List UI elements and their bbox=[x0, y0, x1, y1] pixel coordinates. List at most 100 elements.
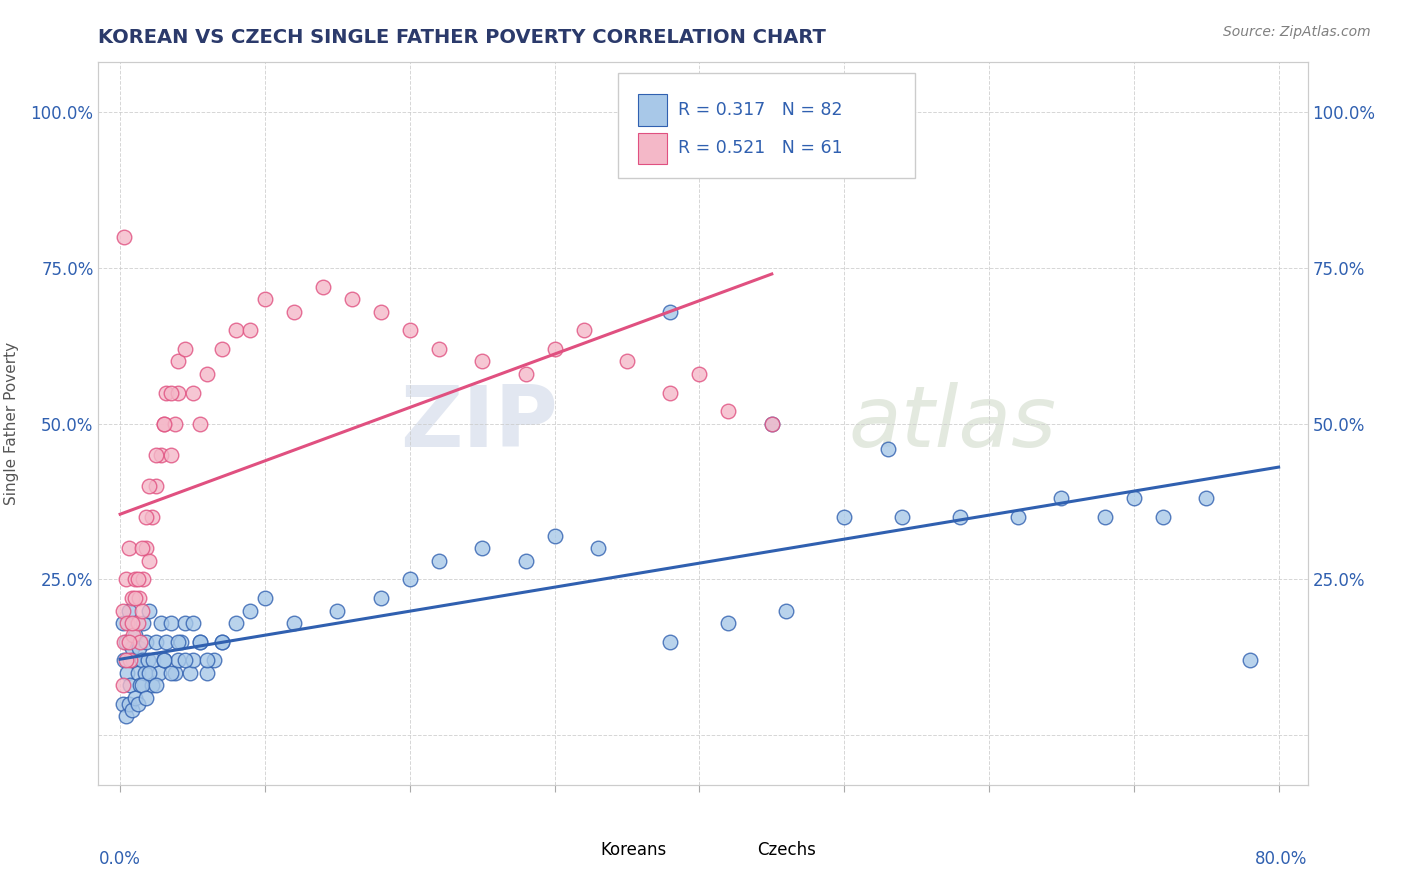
Point bbox=[112, 678, 135, 692]
Point bbox=[283, 304, 305, 318]
Point bbox=[145, 448, 167, 462]
Point bbox=[114, 653, 136, 667]
Point bbox=[121, 615, 143, 630]
Point bbox=[543, 342, 565, 356]
Point bbox=[1152, 510, 1174, 524]
Point bbox=[152, 653, 174, 667]
Point bbox=[136, 653, 159, 667]
Point bbox=[179, 665, 201, 680]
Point bbox=[167, 634, 190, 648]
Point bbox=[159, 615, 181, 630]
Point bbox=[155, 385, 177, 400]
Point bbox=[121, 591, 143, 606]
Point bbox=[132, 615, 155, 630]
Point bbox=[135, 541, 157, 556]
Point bbox=[132, 573, 155, 587]
Point bbox=[115, 709, 138, 723]
Point bbox=[112, 697, 135, 711]
Point bbox=[120, 678, 142, 692]
Point bbox=[128, 640, 150, 655]
Point bbox=[188, 417, 211, 431]
Point bbox=[471, 354, 494, 368]
Point bbox=[159, 448, 181, 462]
Point bbox=[131, 653, 153, 667]
Point bbox=[195, 665, 218, 680]
Point bbox=[167, 653, 190, 667]
Point bbox=[1239, 653, 1261, 667]
Point bbox=[471, 541, 494, 556]
Point bbox=[148, 665, 170, 680]
Point bbox=[135, 634, 157, 648]
Point bbox=[174, 342, 197, 356]
Point bbox=[128, 591, 150, 606]
Point bbox=[283, 615, 305, 630]
Point bbox=[112, 615, 135, 630]
Text: ZIP: ZIP bbox=[401, 382, 558, 466]
Point bbox=[145, 479, 167, 493]
Text: 0.0%: 0.0% bbox=[98, 850, 141, 868]
Point bbox=[142, 653, 165, 667]
Point bbox=[149, 448, 172, 462]
Point bbox=[761, 417, 783, 431]
Text: Source: ZipAtlas.com: Source: ZipAtlas.com bbox=[1223, 25, 1371, 39]
Point bbox=[659, 304, 682, 318]
Point bbox=[761, 417, 783, 431]
Point bbox=[1195, 491, 1218, 506]
Point bbox=[117, 615, 139, 630]
Point bbox=[121, 703, 143, 717]
Point bbox=[775, 603, 797, 617]
Point bbox=[717, 615, 740, 630]
Point bbox=[717, 404, 740, 418]
Point bbox=[124, 591, 146, 606]
Point bbox=[239, 603, 262, 617]
Point bbox=[127, 665, 149, 680]
Point bbox=[253, 292, 276, 306]
Text: 80.0%: 80.0% bbox=[1256, 850, 1308, 868]
Point bbox=[135, 690, 157, 705]
Point bbox=[659, 385, 682, 400]
FancyBboxPatch shape bbox=[720, 834, 749, 866]
Point bbox=[340, 292, 363, 306]
Point bbox=[312, 279, 335, 293]
Point bbox=[427, 554, 450, 568]
Text: R = 0.317   N = 82: R = 0.317 N = 82 bbox=[678, 101, 842, 120]
Point bbox=[832, 510, 855, 524]
Point bbox=[112, 603, 135, 617]
Point bbox=[114, 230, 136, 244]
Point bbox=[127, 697, 149, 711]
Point bbox=[115, 573, 138, 587]
Point bbox=[121, 640, 143, 655]
Point bbox=[427, 342, 450, 356]
Text: atlas: atlas bbox=[848, 382, 1056, 466]
FancyBboxPatch shape bbox=[638, 95, 666, 126]
Point bbox=[124, 690, 146, 705]
Point bbox=[586, 541, 609, 556]
FancyBboxPatch shape bbox=[562, 834, 592, 866]
Point bbox=[152, 417, 174, 431]
Point bbox=[131, 678, 153, 692]
Point bbox=[167, 385, 190, 400]
Point bbox=[211, 342, 233, 356]
Point bbox=[949, 510, 972, 524]
Point bbox=[165, 417, 187, 431]
Point bbox=[118, 697, 141, 711]
Point bbox=[543, 529, 565, 543]
Point bbox=[225, 615, 247, 630]
Point bbox=[145, 634, 167, 648]
Point bbox=[195, 653, 218, 667]
Point bbox=[1050, 491, 1073, 506]
Point bbox=[122, 628, 145, 642]
Point bbox=[114, 634, 136, 648]
Point bbox=[188, 634, 211, 648]
Point bbox=[138, 554, 160, 568]
Point bbox=[138, 479, 160, 493]
Point bbox=[326, 603, 349, 617]
Point bbox=[117, 665, 139, 680]
Point bbox=[195, 367, 218, 381]
Point bbox=[141, 678, 163, 692]
Point bbox=[141, 510, 163, 524]
Point bbox=[239, 323, 262, 337]
Point bbox=[891, 510, 914, 524]
FancyBboxPatch shape bbox=[638, 133, 666, 164]
Point bbox=[398, 323, 420, 337]
